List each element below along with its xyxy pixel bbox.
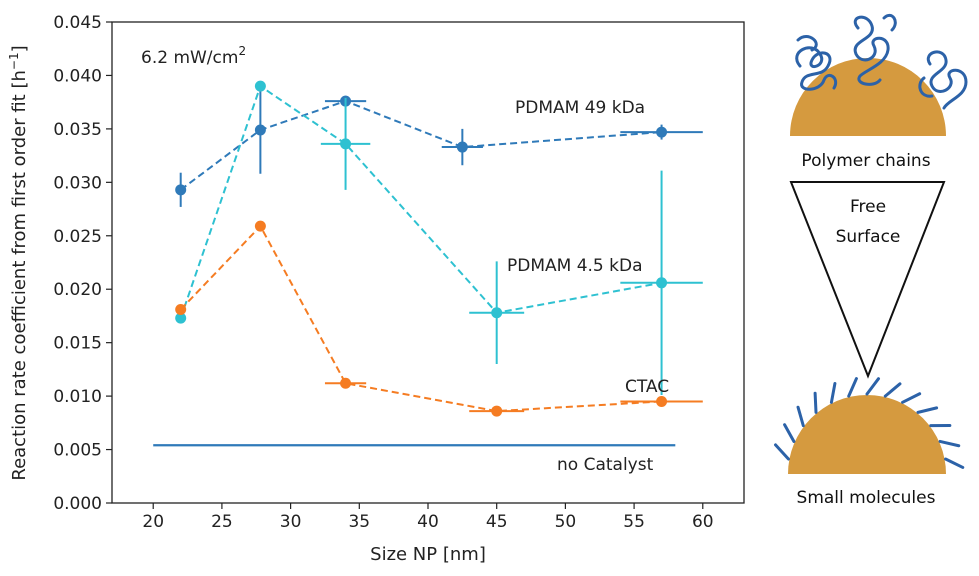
y-tick-label: 0.040 [53,66,102,86]
ligand-spike [831,384,834,403]
series-label-pdmam-49: PDMAM 49 kDa [515,98,645,118]
ligand-spike [785,425,794,442]
data-point [656,127,667,138]
x-axis-ticks: 20 25 30 35 40 45 50 55 60 [142,503,713,532]
data-point [491,406,502,417]
ligand-spike [946,459,963,467]
series-line [181,86,662,318]
x-tick-label: 60 [692,512,714,532]
y-tick-label: 0.025 [53,227,102,247]
ligand-spike [940,441,959,445]
y-tick-label: 0.035 [53,120,102,140]
data-point [255,124,266,135]
irradiance-annotation-main: 6.2 mW/cm [141,48,238,68]
y-tick-label: 0.045 [53,13,102,33]
x-tick-label: 25 [211,512,233,532]
x-tick-label: 20 [142,512,164,532]
x-tick-label: 50 [555,512,577,532]
x-axis-label: Size NP [nm] [370,544,486,565]
ligand-spike [918,408,937,412]
ligand-spike [815,393,816,412]
data-point [255,81,266,92]
data-point [457,142,468,153]
series-line [181,226,662,411]
y-axis-ticks: 0.000 0.005 0.010 0.015 0.020 0.025 0.030 0.035… [53,13,112,514]
data-point [656,396,667,407]
y-axis-label: Reaction rate coefficient from first ord… [7,45,30,480]
schematic-middle-label-2: Surface [836,227,901,247]
irradiance-annotation-sup: 2 [238,44,246,58]
schematic: Polymer chains Free Surface Small molecu… [776,15,966,508]
ligand-spike [798,407,803,425]
schematic-top-label: Polymer chains [801,151,930,171]
ligand-spike [867,379,878,394]
plot-frame [112,22,744,503]
small-molecule-particle-icon [776,379,963,474]
series-1 [175,81,703,395]
y-tick-label: 0.015 [53,334,102,354]
y-tick-label: 0.030 [53,173,102,193]
small-molecule-particle [788,395,946,474]
series-label-ctac: CTAC [625,377,669,397]
x-tick-label: 45 [486,512,508,532]
series-label-no-catalyst: no Catalyst [557,455,654,475]
series-label-pdmam-45: PDMAM 4.5 kDa [507,256,643,276]
y-axis-label-main: Reaction rate coefficient from first ord… [9,70,30,481]
ligand-spike [903,394,920,403]
data-point [255,221,266,232]
y-axis-label-end: ] [9,45,30,52]
x-tick-label: 40 [417,512,439,532]
y-tick-label: 0.010 [53,387,102,407]
polymer-particle-icon [790,15,966,136]
series-2 [175,221,703,417]
y-axis-label-sup: −1 [7,52,21,70]
ligand-spike [849,379,857,397]
data-point [340,378,351,389]
y-tick-label: 0.005 [53,441,102,461]
ligand-spike [885,384,900,396]
data-point [491,307,502,318]
data-point [656,277,667,288]
data-point [340,138,351,149]
x-tick-label: 55 [623,512,645,532]
ligand-spike [776,445,789,459]
y-tick-label: 0.020 [53,280,102,300]
irradiance-annotation: 6.2 mW/cm2 [141,44,246,68]
y-tick-label: 0.000 [53,494,102,514]
data-point [175,304,186,315]
data-point [175,184,186,195]
x-tick-label: 35 [348,512,370,532]
x-tick-label: 30 [280,512,302,532]
schematic-bottom-label: Small molecules [797,488,936,508]
schematic-middle-label-1: Free [850,197,886,217]
